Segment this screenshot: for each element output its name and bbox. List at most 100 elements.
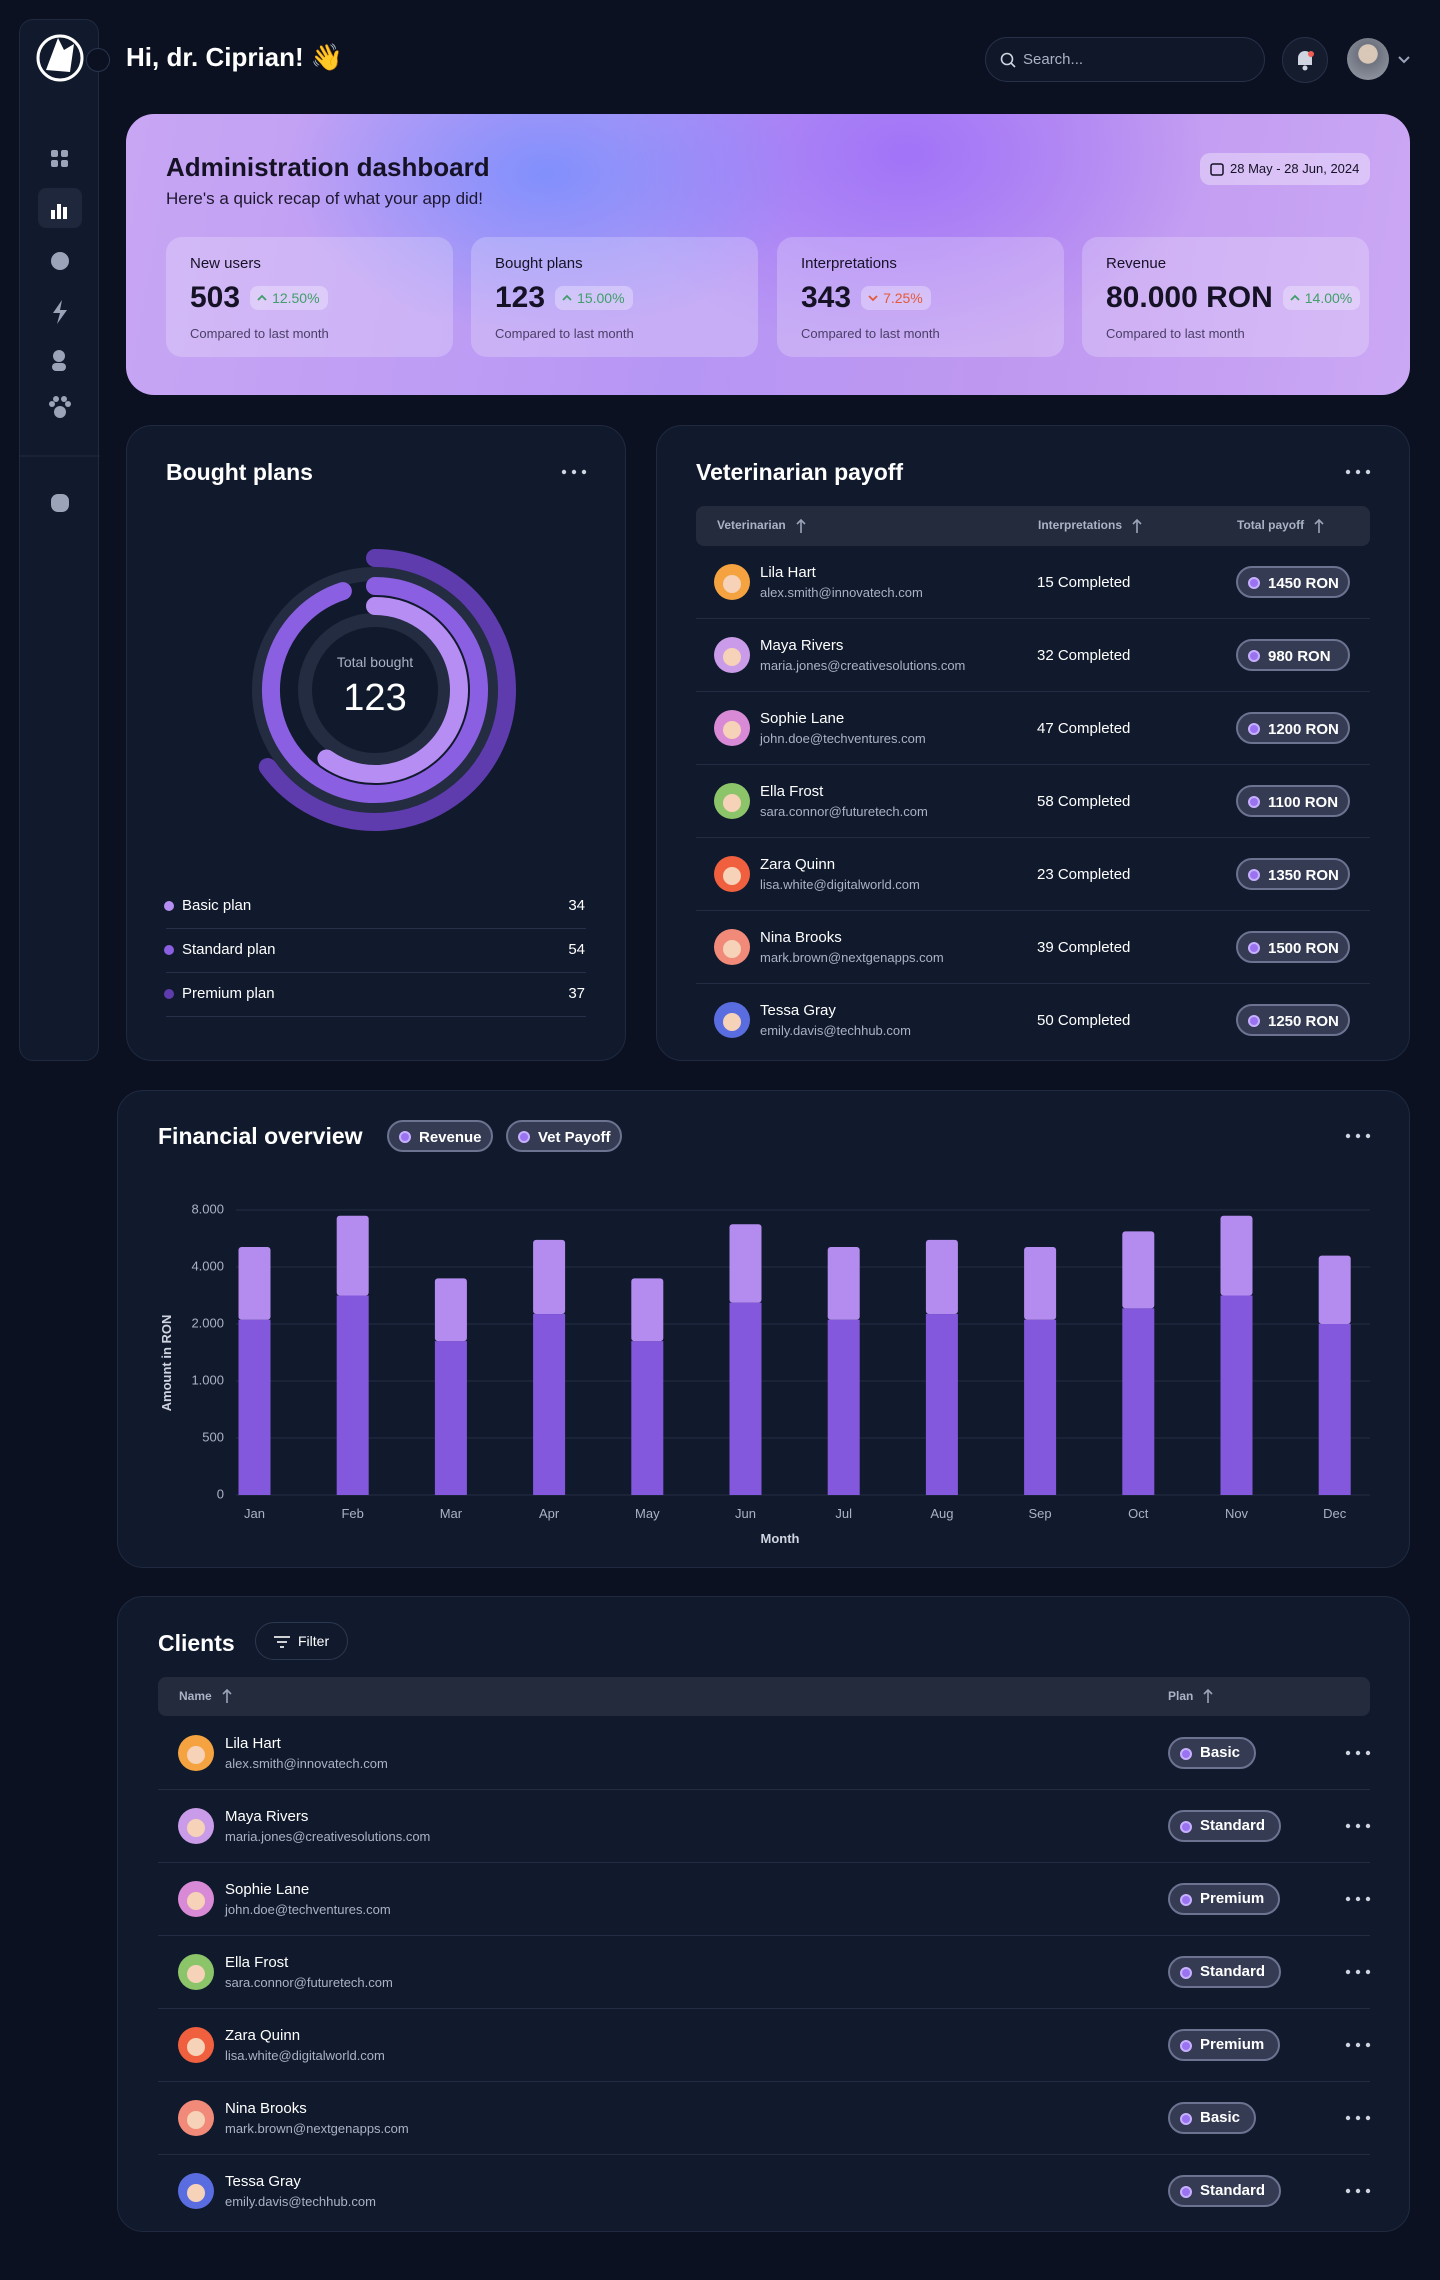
pill-dot [1180,1967,1192,1979]
trend-icon [562,294,572,301]
more-menu[interactable] [1344,2039,1372,2051]
sidebar-icons [20,34,100,512]
user-menu-chevron[interactable] [1397,55,1411,65]
pill-label: Revenue [419,1129,482,1146]
dot [1248,1015,1260,1027]
pill-dot [399,1131,411,1143]
chevron [868,295,878,302]
stat-card [471,237,758,357]
arrow [1203,1688,1213,1703]
stat-note: Compared to last month [190,326,329,341]
legend-divider [166,928,586,929]
column-header[interactable]: Total payoff [1237,518,1305,532]
more-menu[interactable] [1344,1747,1372,1759]
donut-ring [262,577,488,803]
pill-label: 1500 RON [1268,940,1339,957]
column-header[interactable]: Interpretations [1038,518,1123,532]
more-menu[interactable] [1344,2185,1372,2197]
pill-dot [1248,650,1260,662]
menu-dot [1345,1969,1351,1975]
row-divider [696,618,1370,619]
legend-label: Basic plan [182,897,252,914]
pill-label: Standard [1200,1817,1266,1834]
legend-label: Standard plan [182,941,276,958]
dot [1180,1967,1192,1979]
bell-icon [1298,51,1314,71]
row-divider [158,2154,1370,2155]
legend-divider [166,1016,586,1017]
menu-dot [1365,2188,1371,2194]
pill-label: Premium [1200,2036,1265,2053]
user-avatar[interactable] [1347,38,1389,80]
more-menu[interactable] [1344,1820,1372,1832]
pill-dot [1248,796,1260,808]
search-placeholder[interactable]: Search... [1023,51,1084,68]
filter-button[interactable]: Filter [255,1622,348,1660]
menu-dot [1365,1133,1371,1139]
card-title: Clients [158,1630,235,1656]
legend-value: 54 [568,941,585,958]
menu-dot [1365,1823,1371,1829]
row-divider [158,1935,1370,1936]
column-header[interactable]: Veterinarian [717,518,786,532]
avatar [178,1735,214,1771]
chevron [562,294,572,301]
menu-dot [1355,1750,1361,1756]
pill-dot [1180,2040,1192,2052]
avatar [714,783,750,819]
legend-value: 34 [568,897,585,914]
client-name: Lila Hart [225,1735,281,1752]
legend-dot [164,989,174,999]
dot [164,989,174,999]
pill-dot [1248,1015,1260,1027]
dot [1248,650,1260,662]
sidebar-toggle[interactable] [86,48,110,72]
more-menu[interactable] [560,466,588,478]
plan-badge: Standard [1168,2175,1282,2207]
avatar [714,637,750,673]
dot [1180,2040,1192,2052]
row-divider [696,764,1370,765]
client-email: sara.connor@futuretech.com [225,1975,393,1990]
stat-label: New users [190,255,261,272]
menu-dot [1345,1750,1351,1756]
search-box[interactable] [985,37,1265,82]
payoff-badge: 1200 RON [1236,712,1350,744]
menu-dot [1355,469,1361,475]
client-email: john.doe@techventures.com [225,1902,391,1917]
client-name: Maya Rivers [225,1808,309,1825]
column-header[interactable]: Plan [1168,1689,1194,1703]
menu-dot [1365,2042,1371,2048]
ring-track [252,567,498,813]
interpretations: 15 Completed [1037,574,1131,591]
sort-arrow [222,1688,232,1703]
pill-dot [1180,1748,1192,1760]
menu-dot [1345,469,1351,475]
more-menu[interactable] [1344,1893,1372,1905]
client-email: lisa.white@digitalworld.com [225,2048,385,2063]
notification-button[interactable] [1282,37,1328,83]
plan-badge: Basic [1168,2102,1257,2134]
pill-label: 1200 RON [1268,721,1339,738]
menu-dot [1365,1969,1371,1975]
vet-email: mark.brown@nextgenapps.com [760,950,944,965]
stat-note: Compared to last month [495,326,634,341]
menu-dot [1355,2042,1361,2048]
more-menu[interactable] [1344,2112,1372,2124]
more-menu[interactable] [1344,466,1372,478]
stat-change: 12.50% [250,286,328,310]
date-range[interactable]: 28 May - 28 Jun, 2024 [1200,153,1370,185]
row-divider [696,910,1370,911]
interpretations: 23 Completed [1037,866,1131,883]
payoff-badge: 1450 RON [1236,566,1350,598]
more-menu[interactable] [1344,1130,1372,1142]
column-header[interactable]: Name [179,1689,212,1703]
avatar-face [723,1013,741,1031]
dot [1248,723,1260,735]
more-menu[interactable] [1344,1966,1372,1978]
cal [1210,163,1224,176]
dot [1248,577,1260,589]
card-title: Veterinarian payoff [696,459,904,485]
menu-dot [1345,1133,1351,1139]
